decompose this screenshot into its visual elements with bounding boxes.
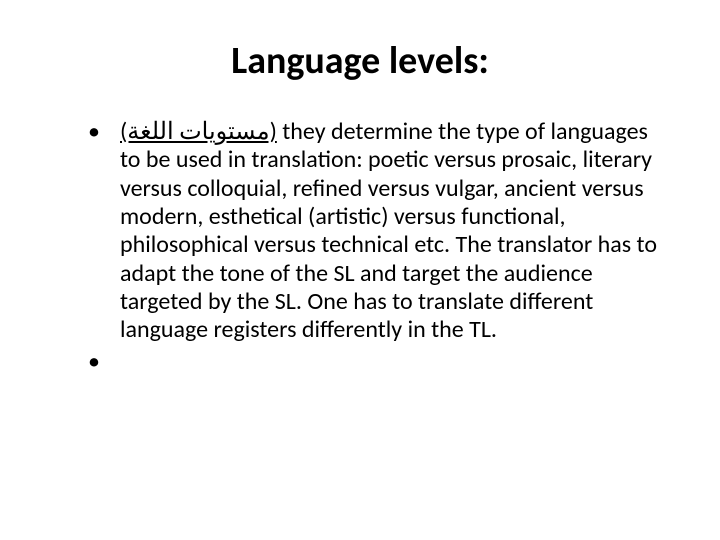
body-list: (مستويات اللغة) they determine the type …	[60, 118, 660, 345]
bullet-text: they determine the type of languages to …	[120, 117, 657, 344]
arabic-phrase: (مستويات اللغة)	[120, 117, 277, 146]
slide: Language levels: (مستويات اللغة) they de…	[0, 0, 720, 540]
bullet-item: (مستويات اللغة) they determine the type …	[80, 118, 660, 345]
slide-title: Language levels:	[60, 38, 660, 84]
